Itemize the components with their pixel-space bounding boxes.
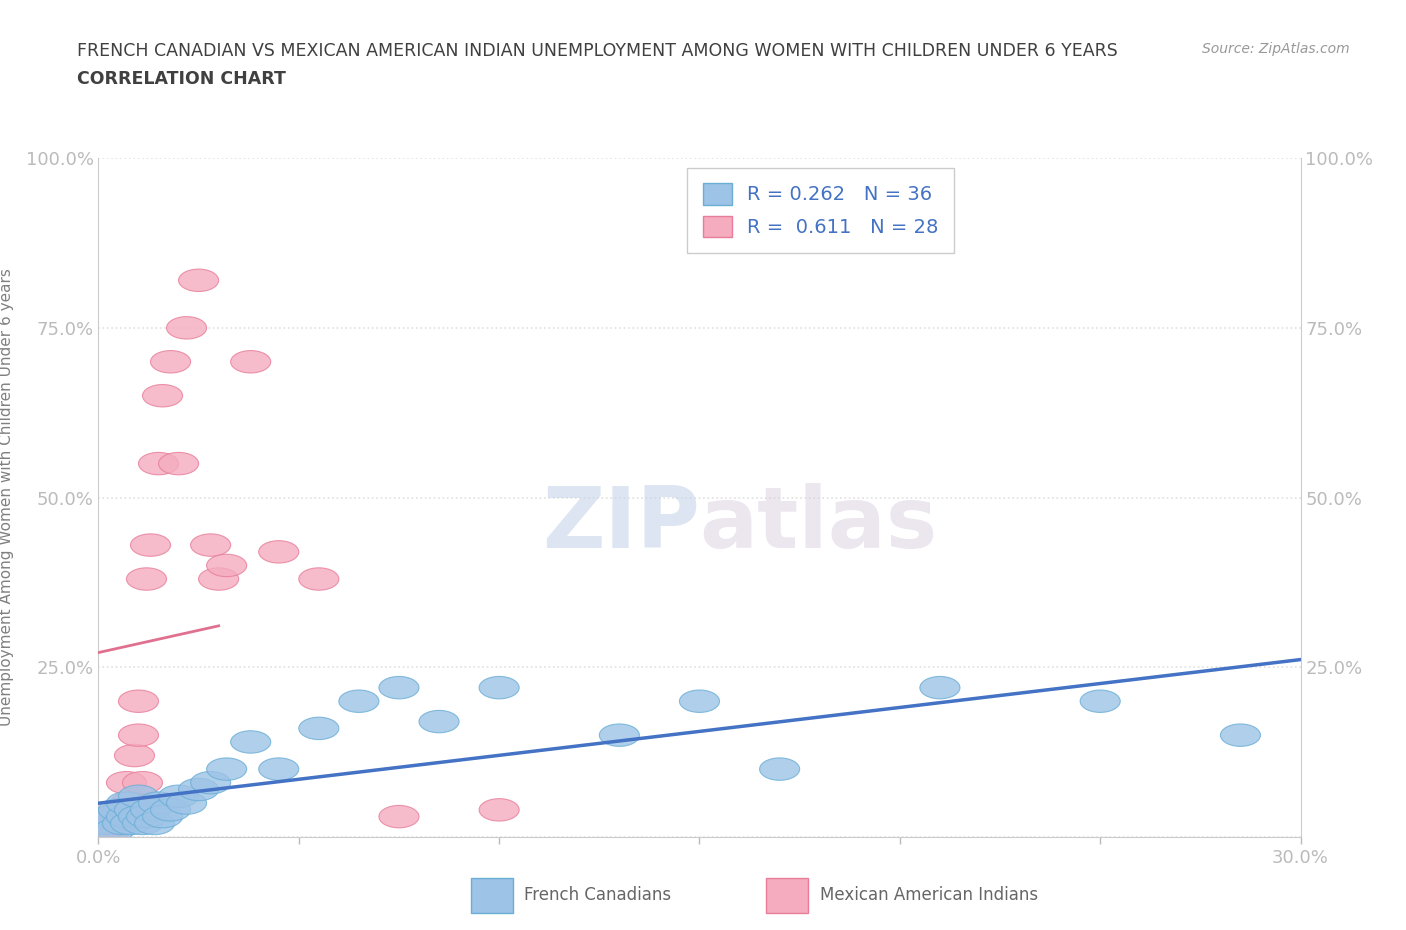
Ellipse shape: [207, 758, 246, 780]
Ellipse shape: [111, 812, 150, 834]
Ellipse shape: [86, 812, 127, 834]
Ellipse shape: [118, 724, 159, 747]
Ellipse shape: [94, 805, 135, 828]
Ellipse shape: [107, 772, 146, 794]
Ellipse shape: [127, 568, 166, 591]
Ellipse shape: [114, 799, 155, 821]
Ellipse shape: [380, 805, 419, 828]
Ellipse shape: [179, 269, 219, 291]
Ellipse shape: [231, 731, 271, 753]
Ellipse shape: [139, 791, 179, 815]
Ellipse shape: [131, 534, 170, 556]
Ellipse shape: [118, 805, 159, 828]
Ellipse shape: [259, 758, 299, 780]
Ellipse shape: [191, 772, 231, 794]
Ellipse shape: [142, 384, 183, 407]
Ellipse shape: [419, 711, 458, 733]
Ellipse shape: [135, 812, 174, 834]
Ellipse shape: [150, 799, 191, 821]
Ellipse shape: [103, 799, 142, 821]
Ellipse shape: [179, 778, 219, 801]
Ellipse shape: [299, 717, 339, 739]
Ellipse shape: [90, 819, 131, 842]
Ellipse shape: [198, 568, 239, 591]
Ellipse shape: [139, 452, 179, 475]
Ellipse shape: [127, 805, 166, 828]
Ellipse shape: [83, 819, 122, 842]
Ellipse shape: [166, 791, 207, 815]
Ellipse shape: [159, 785, 198, 807]
Ellipse shape: [479, 799, 519, 821]
Text: Source: ZipAtlas.com: Source: ZipAtlas.com: [1202, 42, 1350, 56]
Ellipse shape: [380, 676, 419, 698]
Ellipse shape: [90, 805, 131, 828]
FancyBboxPatch shape: [471, 878, 513, 912]
Ellipse shape: [114, 744, 155, 766]
Ellipse shape: [107, 791, 146, 815]
Ellipse shape: [131, 799, 170, 821]
Ellipse shape: [479, 676, 519, 698]
Ellipse shape: [122, 772, 163, 794]
Ellipse shape: [111, 791, 150, 815]
Ellipse shape: [191, 534, 231, 556]
Ellipse shape: [259, 540, 299, 563]
Ellipse shape: [103, 812, 142, 834]
Legend: R = 0.262   N = 36, R =  0.611   N = 28: R = 0.262 N = 36, R = 0.611 N = 28: [688, 167, 955, 253]
Text: ZIP: ZIP: [541, 484, 700, 566]
Ellipse shape: [118, 690, 159, 712]
Ellipse shape: [166, 316, 207, 339]
Text: FRENCH CANADIAN VS MEXICAN AMERICAN INDIAN UNEMPLOYMENT AMONG WOMEN WITH CHILDRE: FRENCH CANADIAN VS MEXICAN AMERICAN INDI…: [77, 42, 1118, 60]
Ellipse shape: [207, 554, 246, 577]
Ellipse shape: [231, 351, 271, 373]
Ellipse shape: [299, 568, 339, 591]
Ellipse shape: [1220, 724, 1260, 747]
Text: CORRELATION CHART: CORRELATION CHART: [77, 70, 287, 87]
Text: Mexican American Indians: Mexican American Indians: [820, 886, 1038, 904]
Ellipse shape: [98, 799, 139, 821]
Ellipse shape: [107, 805, 146, 828]
Text: atlas: atlas: [700, 484, 938, 566]
Ellipse shape: [759, 758, 800, 780]
Ellipse shape: [339, 690, 380, 712]
Ellipse shape: [150, 351, 191, 373]
Ellipse shape: [920, 676, 960, 698]
Ellipse shape: [86, 812, 127, 834]
Ellipse shape: [159, 452, 198, 475]
Ellipse shape: [98, 812, 139, 834]
Ellipse shape: [118, 785, 159, 807]
Ellipse shape: [1080, 690, 1121, 712]
Ellipse shape: [94, 819, 135, 842]
FancyBboxPatch shape: [766, 878, 808, 912]
Y-axis label: Unemployment Among Women with Children Under 6 years: Unemployment Among Women with Children U…: [0, 269, 14, 726]
Ellipse shape: [142, 805, 183, 828]
Ellipse shape: [122, 812, 163, 834]
Text: French Canadians: French Canadians: [524, 886, 672, 904]
Ellipse shape: [599, 724, 640, 747]
Ellipse shape: [679, 690, 720, 712]
